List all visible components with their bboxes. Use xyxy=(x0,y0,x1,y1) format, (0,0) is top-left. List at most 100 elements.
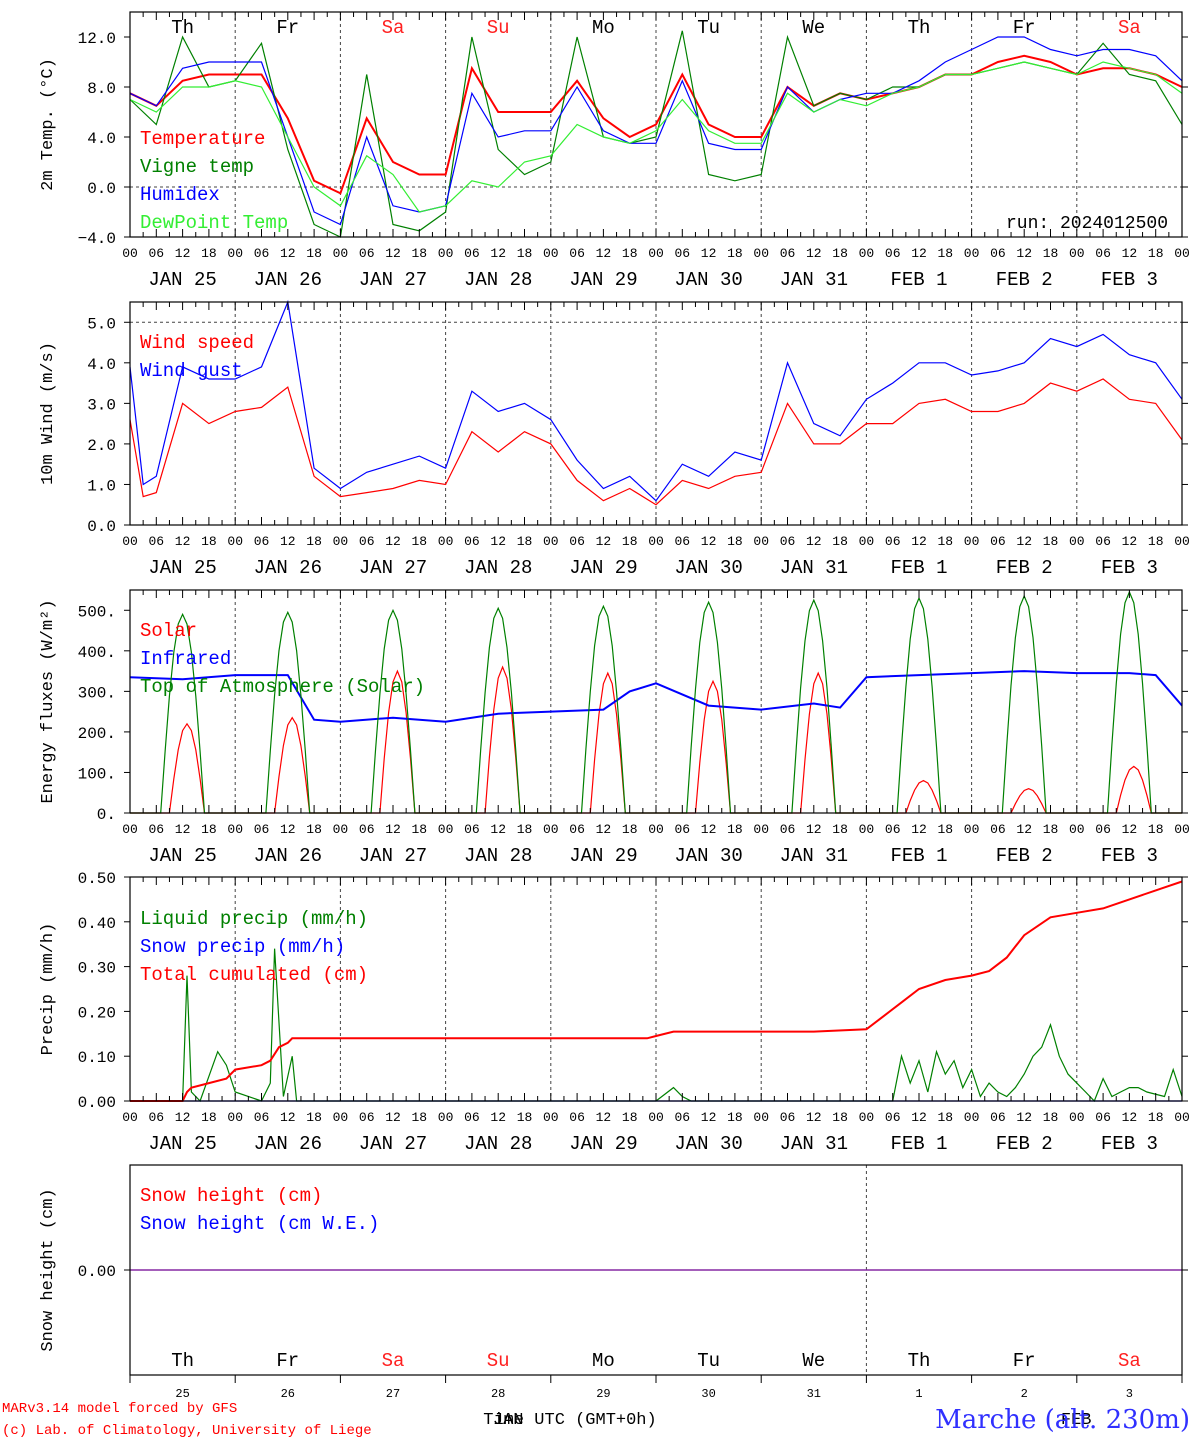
hour-label: 06 xyxy=(254,822,270,837)
hour-label: 18 xyxy=(411,246,427,261)
hour-label: 12 xyxy=(385,534,401,549)
day-number-label: 30 xyxy=(701,1387,715,1401)
y-tick-label: 0.30 xyxy=(78,960,116,978)
date-label: FEB 3 xyxy=(1101,845,1158,867)
y-tick-label: 0.00 xyxy=(78,1094,116,1112)
hour-label: 06 xyxy=(254,1110,270,1125)
hour-label: 00 xyxy=(753,822,769,837)
hour-label: 18 xyxy=(622,534,638,549)
legend-entry: Total cumulated (cm) xyxy=(140,964,368,986)
day-number-label: 28 xyxy=(491,1387,505,1401)
day-abbrev-label: Su xyxy=(487,1350,510,1372)
hour-label: 00 xyxy=(964,534,980,549)
run-annotation: run: 2024012500 xyxy=(1006,214,1168,234)
hour-label: 06 xyxy=(885,1110,901,1125)
day-number-label: 3 xyxy=(1126,1387,1133,1401)
hour-label: 06 xyxy=(1095,534,1111,549)
hour-label: 18 xyxy=(937,1110,953,1125)
legend-entry: Liquid precip (mm/h) xyxy=(140,908,368,930)
hour-label: 00 xyxy=(648,246,664,261)
hour-label: 18 xyxy=(622,1110,638,1125)
hour-label: 18 xyxy=(517,246,533,261)
day-abbrev-label: Th xyxy=(908,17,931,39)
date-label: JAN 29 xyxy=(569,845,637,867)
y-tick-label: 4.0 xyxy=(87,130,116,148)
hour-label: 00 xyxy=(753,534,769,549)
hour-label: 12 xyxy=(175,822,191,837)
date-label: JAN 28 xyxy=(464,845,532,867)
hour-label: 18 xyxy=(937,822,953,837)
hour-label: 12 xyxy=(1016,534,1032,549)
series-line-humidex xyxy=(129,36,1183,226)
date-label: JAN 27 xyxy=(359,557,427,579)
hour-label: 06 xyxy=(464,534,480,549)
y-axis-label: Precip (mm/h) xyxy=(39,923,58,1056)
day-abbrev-label: Sa xyxy=(1118,17,1141,39)
hour-label: 00 xyxy=(1174,1110,1190,1125)
hour-label: 18 xyxy=(1148,822,1164,837)
day-abbrev-label: Th xyxy=(908,1350,931,1372)
panel-snow: 0.00 Snow height (cm) Th Fr Sa Su Mo Tu We Th Fr Sa… xyxy=(39,1164,1188,1383)
hour-label: 00 xyxy=(859,822,875,837)
day-abbrev-label: Th xyxy=(171,1350,194,1372)
legend-entry: Snow height (cm) xyxy=(140,1185,322,1207)
hour-label: 00 xyxy=(333,534,349,549)
hour-label: 18 xyxy=(832,1110,848,1125)
y-tick-label: 0.50 xyxy=(78,870,116,888)
hour-label: 18 xyxy=(411,822,427,837)
hour-label: 06 xyxy=(359,534,375,549)
day-abbrev-label: Su xyxy=(487,17,510,39)
hour-label: 00 xyxy=(964,1110,980,1125)
hour-label: 18 xyxy=(727,534,743,549)
y-tick-label: 4.0 xyxy=(87,356,116,374)
date-label: FEB 3 xyxy=(1101,557,1158,579)
hour-label: 00 xyxy=(543,822,559,837)
hour-label: 06 xyxy=(1095,246,1111,261)
hour-label: 12 xyxy=(490,822,506,837)
hour-label: 12 xyxy=(490,1110,506,1125)
hour-label: 00 xyxy=(859,534,875,549)
legend-entry: Infrared xyxy=(140,648,231,670)
legend-entry: Top of Atmosphere (Solar) xyxy=(140,676,425,698)
day-abbrev-label: We xyxy=(802,1350,825,1372)
y-tick-label: 500. xyxy=(78,603,116,621)
hour-label: 18 xyxy=(517,534,533,549)
y-tick-label: 0.10 xyxy=(78,1049,116,1067)
hour-label: 00 xyxy=(122,246,138,261)
hour-label: 12 xyxy=(806,246,822,261)
date-label: JAN 31 xyxy=(780,269,848,291)
legend-entry: Snow precip (mm/h) xyxy=(140,936,345,958)
date-label: JAN 29 xyxy=(569,557,637,579)
hour-label: 00 xyxy=(122,534,138,549)
hour-label: 06 xyxy=(780,534,796,549)
hour-label: 18 xyxy=(517,822,533,837)
hour-label: 18 xyxy=(832,822,848,837)
hour-label: 18 xyxy=(201,1110,217,1125)
hour-label: 18 xyxy=(517,1110,533,1125)
hour-label: 00 xyxy=(859,246,875,261)
hour-label: 12 xyxy=(1122,246,1138,261)
series-line-top-of-atmosphere-solar xyxy=(130,590,1182,814)
hour-label: 12 xyxy=(806,1110,822,1125)
hour-label: 12 xyxy=(596,1110,612,1125)
y-tick-label: 2.0 xyxy=(87,437,116,455)
hour-label: 18 xyxy=(306,534,322,549)
hour-label: 12 xyxy=(175,1110,191,1125)
day-abbrev-label: Fr xyxy=(276,1350,299,1372)
series-line-temperature xyxy=(129,54,1183,195)
date-label: JAN 29 xyxy=(569,269,637,291)
hour-label: 12 xyxy=(385,822,401,837)
date-label: JAN 26 xyxy=(254,845,322,867)
hour-label: 18 xyxy=(1148,246,1164,261)
hour-label: 00 xyxy=(333,822,349,837)
location-label: Marche (alt. 230m) xyxy=(935,1405,1190,1435)
hour-label: 00 xyxy=(543,1110,559,1125)
model-credit: MARv3.14 model forced by GFS xyxy=(2,1401,237,1417)
hour-label: 18 xyxy=(201,822,217,837)
hour-label: 00 xyxy=(1069,1110,1085,1125)
legend-entry: Vigne temp xyxy=(140,156,254,178)
hour-label: 18 xyxy=(622,246,638,261)
date-label: JAN 29 xyxy=(569,1133,637,1155)
y-tick-label: 400. xyxy=(78,644,116,662)
